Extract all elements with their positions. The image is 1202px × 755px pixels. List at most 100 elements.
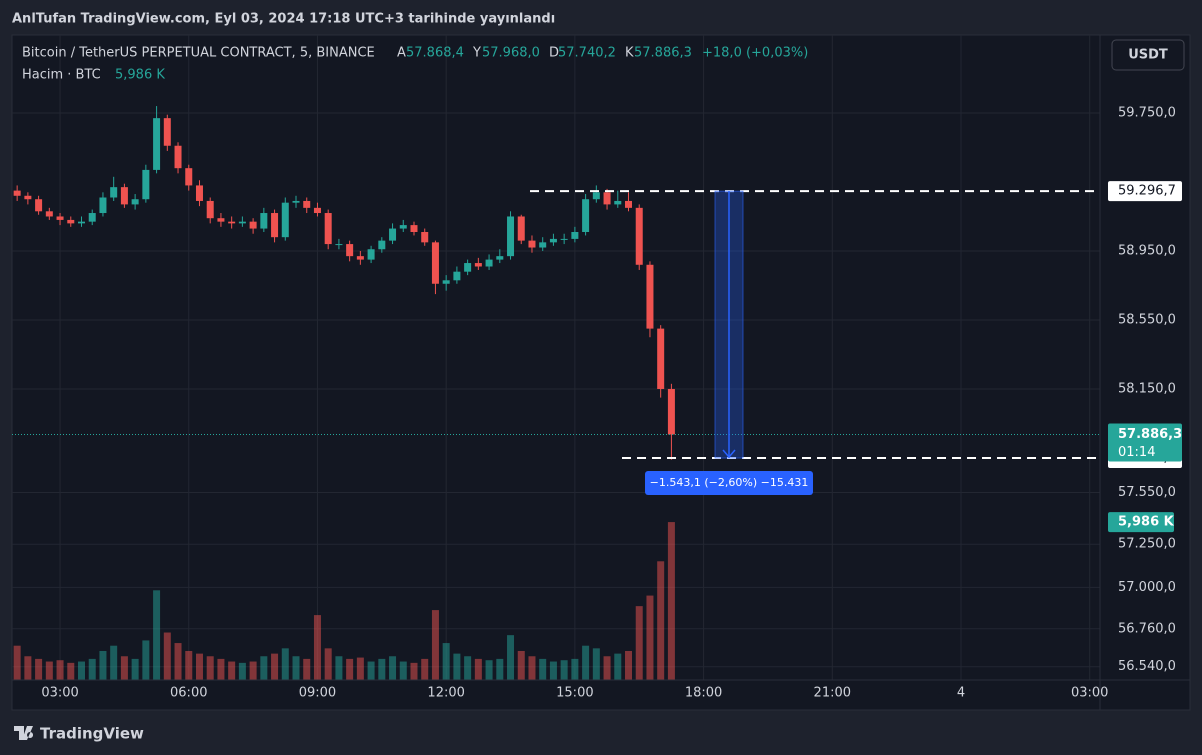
candle-body [560, 238, 568, 240]
y-tick-label: 56.540,0 [1118, 659, 1176, 674]
candle-body [528, 240, 536, 248]
volume-bar [560, 660, 568, 680]
candle-body [13, 190, 21, 196]
countdown: 01:14 [1118, 445, 1155, 460]
volume-title: Hacim · BTC [22, 68, 101, 83]
volume-bar [131, 658, 139, 680]
candle-body [131, 199, 139, 205]
volume-bar [174, 643, 182, 680]
volume-bar [313, 615, 321, 680]
measure-label-box [645, 471, 813, 496]
candle-body [421, 232, 429, 243]
volume-bar [528, 656, 536, 680]
candle-body [24, 195, 32, 200]
candle-body [195, 185, 203, 201]
candle-body [539, 242, 547, 248]
candle-body [110, 187, 118, 198]
x-tick-label: 15:00 [556, 686, 593, 701]
volume-bar [517, 650, 525, 680]
y-tick-label: 57.250,0 [1118, 537, 1176, 552]
candle-body [389, 228, 397, 241]
volume-label: 5,986 K [1118, 515, 1175, 530]
candle-body [646, 264, 654, 329]
candle-body [549, 238, 557, 243]
ohlc-key: A [397, 46, 406, 61]
volume-bar [120, 656, 128, 680]
candle-body [571, 232, 579, 239]
price-label: 59.296,7 [1118, 184, 1176, 199]
grid [12, 35, 1100, 680]
candle-body [614, 200, 622, 205]
volume-bar [378, 658, 386, 680]
last-price-box [1108, 423, 1182, 462]
candle-body [78, 221, 86, 224]
volume-bar [346, 658, 354, 680]
volume-bar [614, 653, 622, 680]
volume-bar [410, 662, 418, 680]
candle-body [99, 197, 107, 214]
ohlc-value: 57.886,3 [634, 46, 692, 61]
ohlc-key: K [625, 46, 634, 61]
candle-body [260, 213, 268, 229]
volume-bar [56, 660, 64, 680]
candle-body [185, 168, 193, 186]
volume-bar [271, 653, 279, 680]
candle-body [45, 211, 53, 217]
candle-body [667, 388, 675, 435]
x-tick-label: 06:00 [170, 686, 207, 701]
candle-body [657, 328, 665, 389]
price-label-box [1108, 181, 1182, 202]
price-change: +18,0 (+0,03%) [702, 46, 808, 61]
measure-arrowhead [722, 449, 736, 459]
candle-body [635, 207, 643, 265]
candle-body [153, 118, 161, 170]
volume-bar [646, 595, 654, 680]
x-tick-label: 03:00 [41, 686, 78, 701]
axes: 59.750,0 58.950,0 58.550,0 58.150,0 57.550,0… [41, 105, 1182, 700]
volume-bar [603, 656, 611, 680]
candle-body [517, 216, 525, 241]
volume-bar [303, 658, 311, 680]
candle-body [281, 202, 289, 238]
y-tick-label: 58.950,0 [1118, 243, 1176, 258]
volume-bar [592, 648, 600, 680]
volume-bar [657, 561, 665, 680]
volume-bar [442, 643, 450, 680]
volume-bar [635, 606, 643, 680]
candle-body [206, 200, 214, 219]
volume-bar [142, 640, 150, 680]
y-tick-label: 57.000,0 [1118, 580, 1176, 595]
candle-body [249, 221, 257, 229]
drawings [12, 190, 1100, 460]
volume-bar [228, 661, 236, 680]
volume-value: 5,986 K [115, 68, 165, 83]
volume-bar [206, 656, 214, 680]
candle-body [56, 216, 64, 220]
candle-body [271, 213, 279, 238]
symbol: Bitcoin / TetherUS PERPETUAL CONTRACT, 5… [22, 46, 375, 61]
volume-bar [399, 661, 407, 680]
candle-body [453, 271, 461, 281]
candle-body [625, 200, 633, 208]
volume-bar [163, 632, 171, 680]
candle-body [582, 199, 590, 233]
volume-bar [453, 653, 461, 680]
candle-body [88, 213, 96, 222]
x-tick-label: 03:00 [1071, 686, 1108, 701]
candle-body [313, 207, 321, 214]
volume-bar [13, 645, 21, 680]
x-tick-label: 09:00 [299, 686, 336, 701]
candle-body [174, 145, 182, 169]
volume-bar [238, 662, 246, 680]
volume-bar [539, 658, 547, 680]
price-pane [13, 106, 675, 460]
volume-bar [260, 656, 268, 680]
currency-label[interactable]: USDT [1128, 48, 1168, 63]
volume-bar [78, 661, 86, 680]
candle-body [431, 242, 439, 284]
candle-body [442, 280, 450, 284]
volume-bar [249, 661, 257, 680]
currency-button[interactable] [1111, 39, 1185, 71]
volume-bar [421, 658, 429, 680]
